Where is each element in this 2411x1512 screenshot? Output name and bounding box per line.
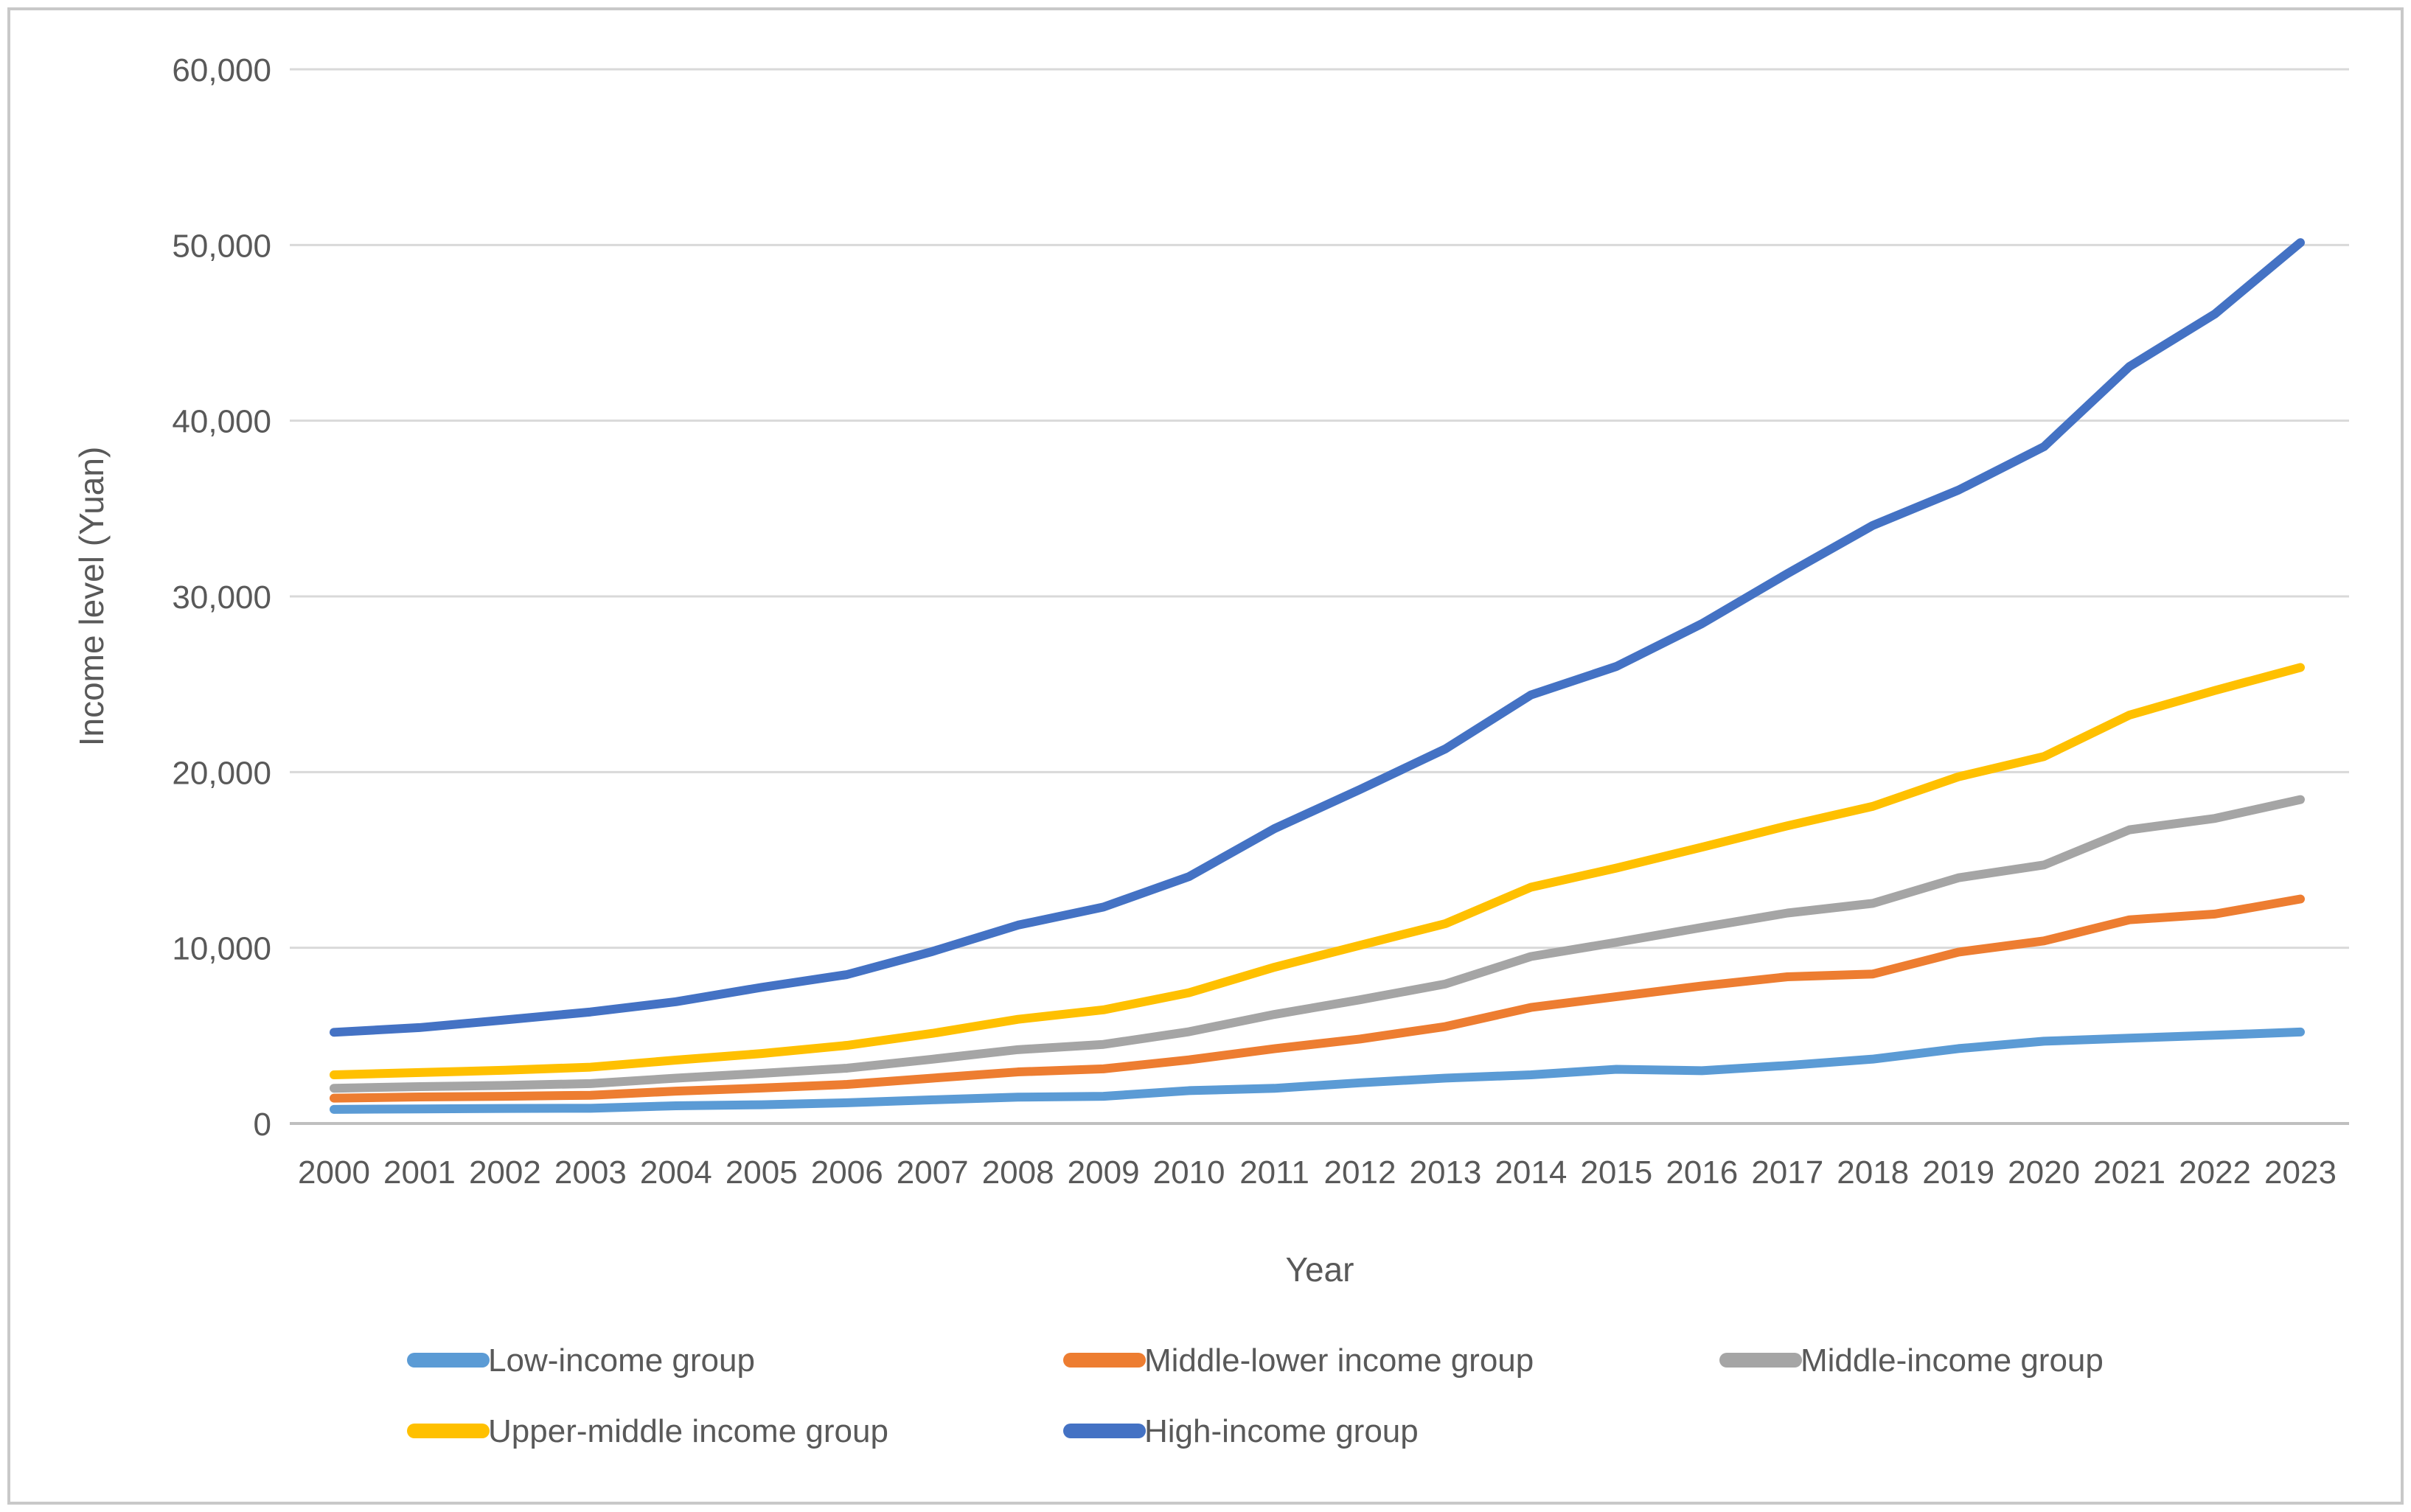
y-axis-tick-label: 50,000 <box>172 228 271 264</box>
x-axis-tick-label: 2018 <box>1837 1154 1909 1191</box>
legend-label: High-income group <box>1144 1413 1419 1449</box>
y-axis-tick-label: 40,000 <box>172 404 271 440</box>
series-line-low-income-group <box>330 1027 2305 1114</box>
x-axis-tick-label: 2002 <box>469 1154 541 1191</box>
chart-legend: Low-income group Middle-lower income grou… <box>407 1342 2104 1449</box>
x-axis-tick-label: 2004 <box>640 1154 712 1191</box>
x-axis-tick-label: 2020 <box>2008 1154 2080 1191</box>
series-lines-group <box>330 238 2305 1114</box>
y-axis-title: Income level (Yuan) <box>72 447 111 747</box>
x-axis-tick-label: 2003 <box>554 1154 627 1191</box>
series-line-middle-lower-income-group <box>330 894 2305 1103</box>
x-axis-tick-label: 2019 <box>1922 1154 1994 1191</box>
x-axis-tick-label: 2023 <box>2264 1154 2337 1191</box>
y-axis-tick-label: 60,000 <box>172 52 271 88</box>
x-axis-tick-label: 2014 <box>1495 1154 1567 1191</box>
x-axis-tick-label: 2017 <box>1751 1154 1823 1191</box>
x-axis-tick-label: 2008 <box>982 1154 1054 1191</box>
legend-item-middle-lower-income-group[interactable]: Middle-lower income group <box>1063 1342 1534 1379</box>
x-axis-tick-label: 2005 <box>726 1154 798 1191</box>
x-axis-tick-label: 2015 <box>1580 1154 1652 1191</box>
legend-label: Middle-lower income group <box>1144 1342 1534 1379</box>
legend-label: Upper-middle income group <box>488 1413 888 1449</box>
legend-item-upper-middle-income-group[interactable]: Upper-middle income group <box>407 1413 888 1449</box>
x-axis-tick-label: 2022 <box>2179 1154 2251 1191</box>
x-axis-tick-label: 2009 <box>1068 1154 1140 1191</box>
series-line-middle-income-group <box>330 795 2305 1093</box>
x-axis-tick-label: 2012 <box>1324 1154 1396 1191</box>
y-axis-tick-label: 0 <box>254 1107 271 1143</box>
x-axis-tick-label: 2016 <box>1666 1154 1738 1191</box>
y-axis-tick-label: 20,000 <box>172 755 271 791</box>
legend-item-middle-income-group[interactable]: Middle-income group <box>1719 1342 2104 1379</box>
y-axis-tick-label: 30,000 <box>172 579 271 616</box>
x-axis-tick-label: 2001 <box>383 1154 456 1191</box>
legend-label: Low-income group <box>488 1342 755 1379</box>
y-axis-tick-labels: 0 10,000 20,000 30,000 40,000 50,000 60,000 <box>172 52 271 1143</box>
legend-item-low-income-group[interactable]: Low-income group <box>407 1342 755 1379</box>
x-axis-tick-label: 2007 <box>897 1154 969 1191</box>
y-axis-tick-label: 10,000 <box>172 931 271 967</box>
series-line-upper-middle-income-group <box>330 663 2305 1080</box>
gridlines-group <box>290 68 2349 1125</box>
x-axis-tick-label: 2000 <box>298 1154 370 1191</box>
x-axis-tick-label: 2011 <box>1239 1154 1309 1191</box>
x-axis-tick-label: 2013 <box>1409 1154 1481 1191</box>
series-line-high-income-group <box>330 238 2305 1037</box>
x-axis-tick-label: 2021 <box>2093 1154 2165 1191</box>
x-axis-tick-labels: 2000 2001 2002 2003 2004 2005 2006 2007 2008 2009… <box>298 1154 2337 1191</box>
x-axis-title: Year <box>1286 1250 1354 1289</box>
legend-item-high-income-group[interactable]: High-income group <box>1063 1413 1419 1449</box>
legend-label: Middle-income group <box>1801 1342 2104 1379</box>
x-axis-tick-label: 2006 <box>811 1154 883 1191</box>
chart-border-frame <box>7 7 2404 1505</box>
x-axis-tick-label: 2010 <box>1153 1154 1225 1191</box>
